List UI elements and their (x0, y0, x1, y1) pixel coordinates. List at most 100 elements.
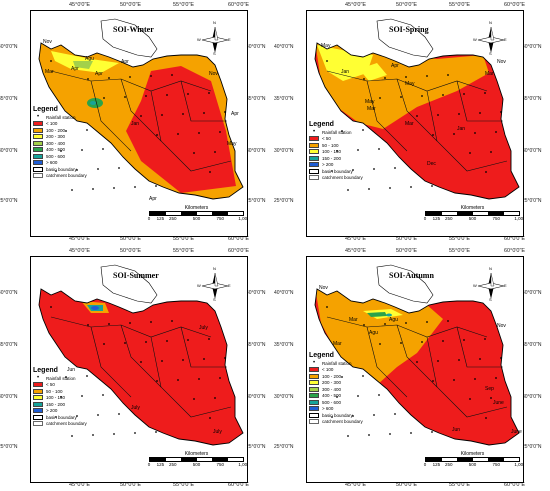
legend-boundary-row: catchment boundary (309, 419, 371, 426)
month-label: Mar (45, 69, 54, 75)
scale-title: Kilometers (460, 451, 485, 457)
month-label: June (511, 429, 522, 435)
legend-swatch (309, 399, 319, 405)
scale-bar-segments (149, 211, 244, 216)
month-label: Mar (405, 121, 414, 127)
legend-swatch (33, 382, 43, 388)
country-border (38, 288, 244, 446)
rainfall-station (405, 76, 407, 78)
rainfall-station (479, 358, 481, 360)
map-panel-2: 45°0'0"E 45°0'0"E 50°0'0"E 50°0'0"E 55°0'0"E… (274, 0, 550, 245)
month-label: Jan (457, 126, 466, 132)
legend-class-label: 100 - 150 (46, 395, 66, 401)
month-label: Apr (71, 66, 79, 72)
longitude-tick-bottom: 50°0'0"E (396, 236, 418, 242)
legend-class-label: 300 - 400 (46, 140, 66, 146)
map-canvas (31, 257, 247, 482)
rainfall-station (431, 185, 433, 187)
rainfall-station (81, 149, 83, 151)
longitude-tick-top: 45°0'0"E (345, 2, 367, 8)
compass-letter: W (197, 283, 201, 288)
month-label: Mar (367, 106, 376, 112)
legend-boundary-swatch (309, 419, 319, 425)
rainfall-station (209, 417, 211, 419)
rainfall-station (65, 376, 67, 378)
basin-boundary (120, 78, 162, 142)
rainfall-station (463, 93, 465, 95)
legend-class-label: 400 - 500 (322, 393, 342, 399)
legend-swatch (33, 395, 43, 401)
basin-boundary (90, 326, 132, 398)
scale-tick-label: 1,000 (238, 216, 248, 221)
basin-boundary (456, 80, 503, 122)
scale-bar-segments (149, 457, 244, 462)
legend-class-label: 150 - 200 (322, 155, 342, 161)
latitude-tick-right: 40°0'0"N (246, 290, 266, 296)
rainfall-station (209, 171, 211, 173)
legend-class-label: > 600 (46, 160, 58, 166)
latitude-tick-right: 35°0'0"N (522, 342, 542, 348)
legend-class-row: < 100 (33, 121, 95, 128)
legend-swatch (309, 373, 319, 379)
rainfall-station (55, 416, 57, 418)
legend-class-label: 400 - 500 (46, 147, 66, 153)
station-dot-icon: • (312, 360, 316, 367)
legend-class-row: 200 - 300 (309, 380, 371, 387)
rainfall-station (437, 114, 439, 116)
map-panel-4: 45°0'0"E 45°0'0"E 50°0'0"E 50°0'0"E 55°0'0"E… (274, 246, 550, 491)
month-label: May (365, 99, 375, 105)
rainfall-station (331, 416, 333, 418)
legend-boundary-row: catchment boundary (33, 421, 95, 428)
legend-class-label: < 100 (322, 367, 334, 373)
compass-letter: S (489, 297, 492, 302)
scale-bar-segments (425, 211, 520, 216)
rainfall-station (60, 150, 62, 152)
latitude-tick-right: 35°0'0"N (522, 96, 542, 102)
rainfall-station (166, 94, 168, 96)
rainfall-station (326, 306, 328, 308)
basin-boundary (90, 80, 132, 152)
basin-boundary (180, 80, 227, 122)
longitude-tick-top: 45°0'0"E (69, 2, 91, 8)
rainfall-station (453, 379, 455, 381)
legend-boundary-label: basin boundary (46, 414, 77, 420)
basin-boundary (396, 78, 438, 142)
legend-station-row: • Rainfall station (33, 114, 95, 121)
rainfall-station (437, 360, 439, 362)
latitude-tick-right: 30°0'0"N (522, 148, 542, 154)
legend-class-label: 500 - 600 (322, 399, 342, 405)
legend-station-label: Rainfall station (46, 114, 76, 120)
legend-class-label: 100 - 200 (46, 127, 66, 133)
rainfall-station (86, 375, 88, 377)
rainfall-station (469, 398, 471, 400)
legend-boundary-label: basin boundary (322, 412, 353, 418)
rainfall-station (150, 75, 152, 77)
legend-boundary-swatch (33, 421, 43, 427)
rainfall-station (187, 339, 189, 341)
legend-swatch (309, 386, 319, 392)
zone-500-600 (90, 101, 96, 105)
rainfall-station (150, 321, 152, 323)
scale-tick-label: 0 (147, 216, 151, 221)
map-frame: July July Jun July SOI-Summer N E S W Legend • Rain… (30, 256, 248, 483)
rainfall-station (373, 168, 375, 170)
zone-gt-200 (91, 306, 99, 310)
scale-tick-label: 500 (468, 462, 477, 467)
legend-class-row: > 200 (33, 408, 95, 415)
rainfall-station (490, 397, 492, 399)
map-panel-1: 45°0'0"E 45°0'0"E 50°0'0"E 50°0'0"E 55°0'0"E… (0, 0, 274, 245)
rainfall-station (208, 92, 210, 94)
rainfall-station (500, 357, 502, 359)
rainfall-station (177, 379, 179, 381)
longitude-tick-bottom: 60°0'0"E (504, 236, 526, 242)
longitude-tick-bottom: 60°0'0"E (504, 482, 526, 488)
rainfall-station (485, 171, 487, 173)
rainfall-station (203, 112, 205, 114)
rainfall-station (347, 189, 349, 191)
rainfall-station (102, 394, 104, 396)
legend-class-label: < 50 (46, 382, 55, 388)
rainfall-station (379, 97, 381, 99)
longitude-tick-bottom: 45°0'0"E (345, 236, 367, 242)
